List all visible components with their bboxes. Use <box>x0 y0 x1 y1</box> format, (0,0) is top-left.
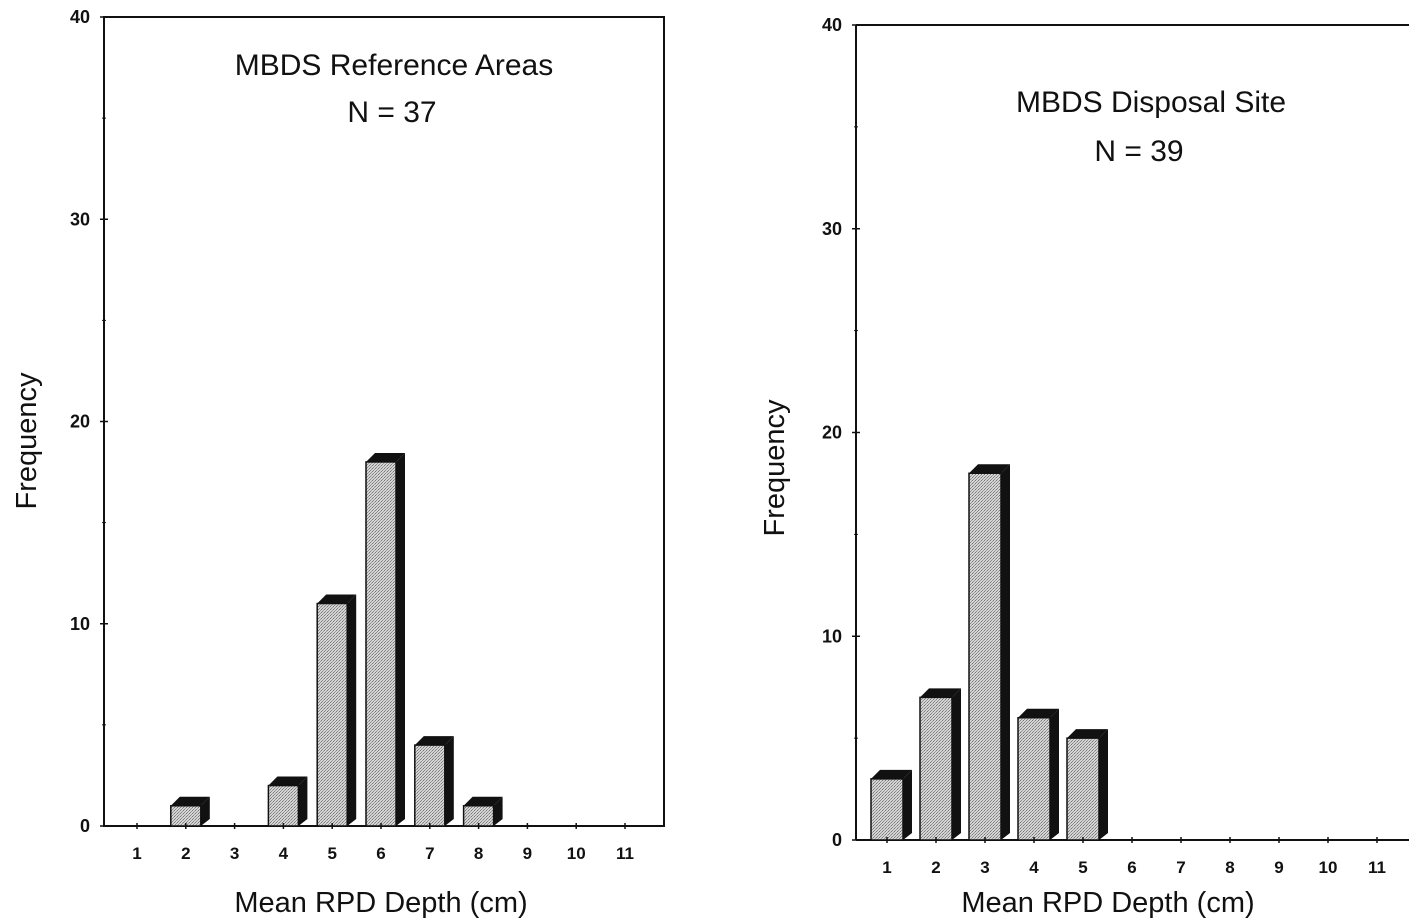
y-tick-label: 30 <box>70 209 90 229</box>
y-ticks-right: 0 10 20 30 40 <box>822 15 860 850</box>
panel-subtitle-right: N = 39 <box>1094 135 1183 168</box>
x-ticks-left: 1 2 3 4 5 6 7 8 9 10 11 <box>132 823 634 863</box>
x-tick-label: 6 <box>376 844 385 863</box>
bar-side <box>347 594 357 826</box>
y-tick-label: 30 <box>822 219 842 239</box>
bar <box>1066 729 1108 841</box>
x-tick-label: 5 <box>1078 858 1087 877</box>
bar <box>462 796 503 827</box>
bar-side <box>1099 729 1108 840</box>
bar <box>870 769 912 841</box>
bar-face <box>414 744 446 827</box>
x-tick-label: 11 <box>616 844 634 863</box>
y-tick-label: 20 <box>70 412 90 432</box>
bar <box>414 736 454 827</box>
y-tick-label: 0 <box>832 830 842 850</box>
x-tick-label: 5 <box>327 844 336 863</box>
x-axis-title-left: Mean RPD Depth (cm) <box>234 887 527 919</box>
y-tick-label: 20 <box>822 423 842 443</box>
x-tick-label: 9 <box>1274 858 1283 877</box>
x-tick-label: 1 <box>132 844 141 863</box>
x-tick-label: 4 <box>279 844 289 863</box>
x-tick-label: 8 <box>474 844 483 863</box>
bar <box>365 452 405 827</box>
x-tick-label: 3 <box>980 858 989 877</box>
x-tick-label: 8 <box>1225 858 1234 877</box>
panel-title-left: MBDS Reference Areas <box>235 49 553 82</box>
x-tick-label: 7 <box>1176 858 1185 877</box>
bar-side <box>444 736 454 826</box>
x-axis-title-right: Mean RPD Depth (cm) <box>961 887 1254 919</box>
bar-top <box>170 796 210 806</box>
y-axis-title-right: Frequency <box>759 399 791 537</box>
bar-top <box>1067 729 1108 739</box>
y-tick-label: 0 <box>80 816 90 836</box>
bar-side <box>298 776 308 826</box>
x-tick-label: 2 <box>181 844 190 863</box>
bar <box>919 688 961 841</box>
bar-face <box>170 805 202 827</box>
bar <box>170 796 210 827</box>
x-tick-label: 1 <box>882 858 891 877</box>
bar-side <box>493 796 503 826</box>
panel-title-right: MBDS Disposal Site <box>1016 86 1286 119</box>
bar-top <box>1018 708 1059 718</box>
bar-face <box>1017 717 1051 841</box>
bar-side <box>1050 708 1059 840</box>
bar-top <box>969 464 1010 474</box>
chart-panel-right: MBDS Disposal Site N = 39 Frequency Mean… <box>759 15 1409 919</box>
bar-face <box>919 696 953 841</box>
bar-top <box>317 594 357 604</box>
x-tick-label: 10 <box>567 844 586 863</box>
x-tick-label: 9 <box>523 844 532 863</box>
bar-top <box>268 776 308 786</box>
x-ticks-right: 1 2 3 4 5 6 7 8 9 10 11 <box>882 837 1386 877</box>
bar-face <box>462 805 495 827</box>
bar-face <box>870 778 904 841</box>
bar <box>968 464 1010 841</box>
y-ticks-left: 0 10 20 30 40 <box>70 7 108 836</box>
x-tick-label: 2 <box>931 858 940 877</box>
y-tick-label: 10 <box>70 614 90 634</box>
bar-top <box>871 769 912 779</box>
x-tick-label: 6 <box>1127 858 1136 877</box>
x-tick-label: 11 <box>1368 858 1386 877</box>
bar-face <box>365 461 397 827</box>
bar-top <box>463 796 503 806</box>
bars-left <box>170 452 503 827</box>
bar-top <box>366 452 405 462</box>
y-tick-label: 10 <box>822 626 842 646</box>
chart-panel-left: MBDS Reference Areas N = 37 Frequency Me… <box>11 7 665 919</box>
bars-right <box>870 464 1108 841</box>
bar-face <box>968 472 1002 841</box>
bar-side <box>1001 464 1010 840</box>
y-tick-label: 40 <box>822 15 842 35</box>
y-axis-title-left: Frequency <box>11 372 43 510</box>
bar-side <box>952 688 961 840</box>
bar <box>267 776 308 827</box>
bar-side <box>396 452 405 826</box>
y-tick-label: 40 <box>70 7 90 27</box>
x-tick-label: 3 <box>230 844 239 863</box>
x-tick-label: 10 <box>1319 858 1338 877</box>
bar <box>1017 708 1059 841</box>
bar-top <box>920 688 961 698</box>
bar-face <box>1066 737 1100 841</box>
x-tick-label: 7 <box>425 844 434 863</box>
bar-side <box>200 796 210 826</box>
bar-top <box>414 736 454 746</box>
x-tick-label: 4 <box>1029 858 1039 877</box>
panel-subtitle-left: N = 37 <box>347 96 436 129</box>
bar-face <box>316 602 348 827</box>
bar-side <box>903 769 912 840</box>
bar <box>316 594 357 827</box>
bar-face <box>267 784 300 827</box>
